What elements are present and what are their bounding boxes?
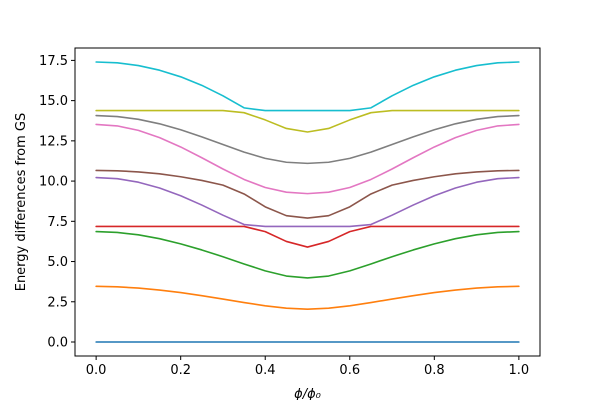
series-line-3	[95, 225, 520, 248]
y-tick-label: 10.0	[39, 175, 68, 190]
y-tick-label: 15.0	[39, 94, 68, 109]
series-layer	[95, 61, 520, 343]
plot-area	[75, 48, 540, 356]
y-tick-label: 0.0	[47, 336, 68, 351]
y-tick-label: 17.5	[39, 54, 68, 69]
y-tick-label: 2.5	[47, 295, 68, 310]
x-axis-ticks: 0.0 0.2 0.4 0.6 0.8 1.0	[86, 356, 529, 378]
series-line-9	[95, 61, 520, 112]
x-tick-label: 1.0	[509, 363, 530, 378]
series-line-7	[95, 114, 520, 165]
series-line-4	[95, 176, 520, 228]
series-line-2	[95, 230, 520, 279]
y-tick-label: 7.5	[47, 215, 68, 230]
y-axis-label: Energy differences from GS	[14, 113, 29, 292]
x-tick-label: 0.4	[255, 363, 276, 378]
series-line-6	[95, 123, 520, 195]
x-axis-label: ϕ/ϕ₀	[294, 387, 322, 400]
x-tick-label: 0.8	[424, 363, 445, 378]
series-line-8	[95, 109, 520, 133]
x-tick-label: 0.2	[170, 363, 191, 378]
y-tick-label: 5.0	[47, 255, 68, 270]
series-line-1	[95, 285, 520, 310]
series-line-5	[95, 169, 520, 219]
plot-frame	[74, 47, 541, 357]
x-tick-label: 0.0	[86, 363, 107, 378]
y-tick-label: 12.5	[39, 134, 68, 149]
x-tick-label: 0.6	[339, 363, 360, 378]
y-axis-ticks: 0.0 2.5 5.0 7.5 10.0 12.5 15.0 17.5	[39, 54, 75, 351]
